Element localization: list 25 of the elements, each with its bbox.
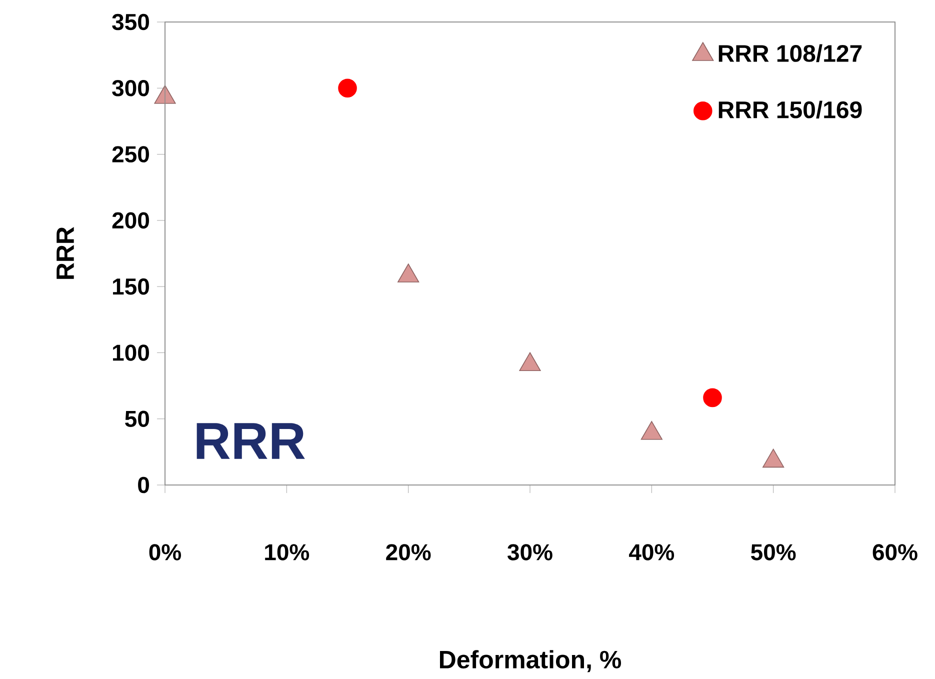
y-tick-label: 50 [125, 410, 150, 428]
x-tick-label: 40% [628, 544, 674, 560]
x-axis-title: Deformation, % [440, 650, 622, 672]
y-tick-label: 200 [112, 212, 149, 229]
point [762, 448, 784, 468]
point [640, 421, 662, 440]
legend-label: RRR 150/169 [718, 100, 862, 119]
y-tick-label: 250 [112, 146, 149, 163]
x-tick-label: 50% [751, 544, 796, 560]
y-tick-label: 300 [112, 80, 149, 96]
y-tick-label: 150 [113, 278, 149, 295]
annotation: RRR [196, 423, 305, 460]
y-axis-title: RRR [56, 227, 74, 280]
x-tick-label: 20% [386, 544, 431, 560]
x-tick-label: 10% [265, 544, 310, 560]
legend-label: RRR 108/127 [718, 44, 862, 62]
y-tick-label: 100 [113, 344, 149, 361]
y-tick-label: 350 [112, 14, 149, 30]
point [154, 85, 176, 104]
y-tick-label: 0 [138, 476, 150, 494]
point [519, 352, 541, 372]
x-tick-label: 60% [872, 544, 918, 560]
x-tick-label: 0% [149, 544, 181, 560]
point [398, 264, 420, 283]
x-tick-label: 30% [508, 544, 552, 560]
